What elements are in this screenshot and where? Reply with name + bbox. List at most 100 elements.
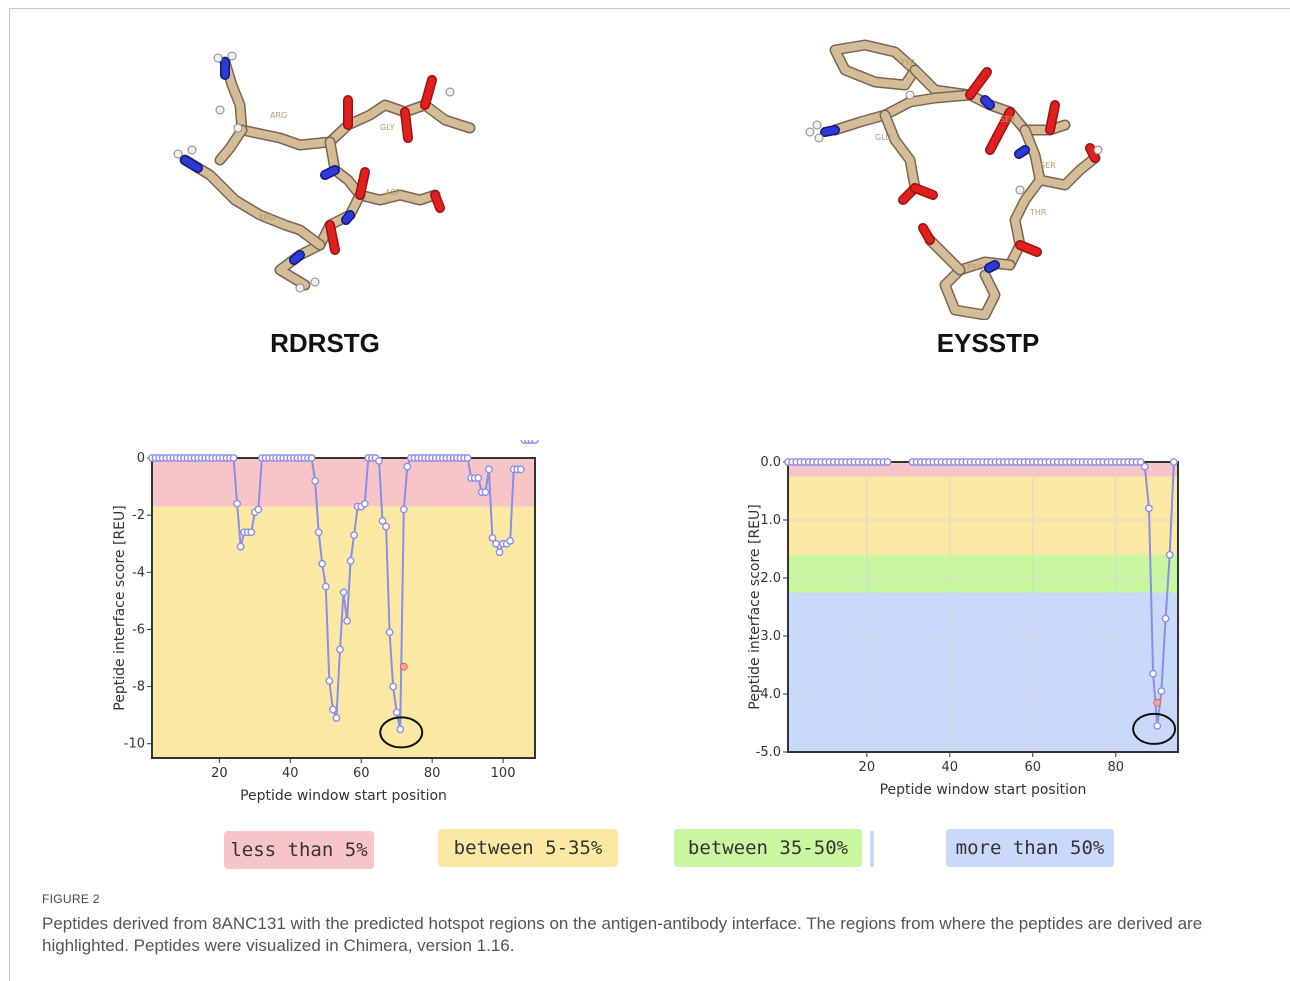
y-axis-label: Peptide interface score [REU] <box>747 504 763 709</box>
score-point <box>484 465 493 474</box>
score-point <box>233 499 242 508</box>
score-point <box>339 588 348 597</box>
score-point <box>247 528 256 537</box>
score-band-0 <box>152 458 535 507</box>
residue-label-gly: GLY <box>380 123 395 132</box>
score-point <box>236 542 245 551</box>
score-point <box>481 488 490 497</box>
x-tick-label-1: 40 <box>282 766 299 781</box>
plot-frame <box>151 457 536 759</box>
score-point <box>531 440 539 444</box>
score-point <box>343 616 351 625</box>
score-point <box>1169 458 1178 466</box>
residue-label-arg-1: ARG <box>270 111 287 120</box>
x-tick-label-1: 40 <box>942 760 959 775</box>
x-tick-label-2: 60 <box>353 766 370 781</box>
figure-frame <box>9 8 1290 981</box>
y-tick-label-0: 0.0 <box>760 455 781 470</box>
interface-score-chart-rdrstg: 20 40 60 80 100 0 -2 -4 -6 -8 -10 Peptide window st… <box>112 440 539 804</box>
y-tick-label-2: 2.0 <box>760 571 781 586</box>
y-tick-label-5: -5.0 <box>756 745 781 760</box>
residue-label-asp: ASP <box>385 188 401 197</box>
score-point <box>883 458 892 466</box>
y-tick-label-3: 3.0 <box>760 629 781 644</box>
score-point <box>229 454 238 462</box>
score-point <box>474 474 483 482</box>
score-point <box>1136 458 1145 466</box>
score-point <box>332 714 341 722</box>
score-point <box>382 522 390 531</box>
highlight-point <box>399 662 408 671</box>
score-point <box>392 708 401 717</box>
molecule-rdrstg-structure: ARG GLY ASP ARG <box>173 51 476 293</box>
y-tick-label-3: -6 <box>132 622 145 637</box>
score-point <box>325 676 334 685</box>
score-point <box>375 456 383 465</box>
score-point <box>307 454 316 462</box>
score-point <box>488 534 497 542</box>
score-point <box>1140 462 1149 471</box>
score-point <box>378 516 387 525</box>
x-tick-label-2: 60 <box>1025 760 1042 775</box>
residue-label-glu: GLU <box>875 133 891 142</box>
y-tick-label-0: 0 <box>137 451 145 466</box>
residue-label-thr: THR <box>1029 208 1047 217</box>
score-band-2 <box>788 554 1178 593</box>
score-point <box>492 539 500 548</box>
score-point <box>1149 669 1158 678</box>
score-point <box>1165 550 1174 559</box>
y-tick-label-2: -4 <box>132 565 145 580</box>
score-point <box>516 465 525 474</box>
score-point <box>396 725 405 734</box>
residue-label-pro: PRO <box>967 263 984 272</box>
score-band-1 <box>152 506 535 758</box>
legend-divider <box>870 831 874 867</box>
score-band-0 <box>788 462 1178 477</box>
molecule-label-eysstp: EYSSTP <box>936 328 1040 358</box>
score-point <box>350 531 359 540</box>
x-tick-label-3: 80 <box>1107 760 1124 775</box>
score-point <box>399 505 408 514</box>
residue-label-ser-1: SER <box>1000 115 1016 124</box>
score-point <box>346 556 355 565</box>
legend-item-more-than-50: more than 50% <box>946 829 1114 867</box>
y-tick-label-5: -10 <box>124 737 145 752</box>
residue-label-ser-2: SER <box>1040 161 1056 170</box>
hotspot-circle-marker <box>1132 712 1177 745</box>
residue-label-tyr: TYR <box>899 58 916 67</box>
legend-item-between-5-35: between 5-35% <box>438 829 618 867</box>
y-tick-label-4: 4.0 <box>760 687 781 702</box>
x-tick-label-4: 100 <box>491 766 516 781</box>
highlight-point <box>1153 698 1162 707</box>
y-tick-label-4: -8 <box>132 680 145 695</box>
hotspot-circle-marker <box>379 716 424 749</box>
score-band-1 <box>788 476 1178 555</box>
figure-caption: Peptides derived from 8ANC131 with the p… <box>42 914 1203 955</box>
score-point <box>403 462 412 471</box>
y-tick-label-1: 1.0 <box>760 513 781 528</box>
score-point <box>321 582 330 591</box>
legend-item-between-35-50: between 35-50% <box>674 829 862 867</box>
score-point <box>385 628 394 637</box>
score-point <box>360 499 369 508</box>
x-tick-label-0: 20 <box>859 760 876 775</box>
score-point <box>314 528 323 537</box>
y-tick-label-1: -2 <box>132 508 145 523</box>
score-point <box>328 705 337 714</box>
x-axis-label: Peptide window start position <box>240 788 447 804</box>
score-point <box>311 476 320 485</box>
legend-item-less-than-5: less than 5% <box>224 831 374 869</box>
residue-label-arg-2: ARG <box>258 213 275 222</box>
score-point <box>1145 504 1153 513</box>
score-point <box>1153 721 1162 730</box>
x-axis-label: Peptide window start position <box>880 782 1087 798</box>
score-point <box>1161 614 1170 623</box>
x-tick-label-3: 80 <box>424 766 441 781</box>
score-point <box>1157 687 1166 696</box>
score-point <box>318 559 327 568</box>
score-point <box>495 548 504 557</box>
molecule-eysstp-structure: TYR GLU SER SER THR PRO <box>805 39 1103 320</box>
figure-label: FIGURE 2 <box>42 892 100 906</box>
score-point <box>506 536 515 545</box>
molecule-label-rdrstg: RDRSTG <box>270 328 380 358</box>
